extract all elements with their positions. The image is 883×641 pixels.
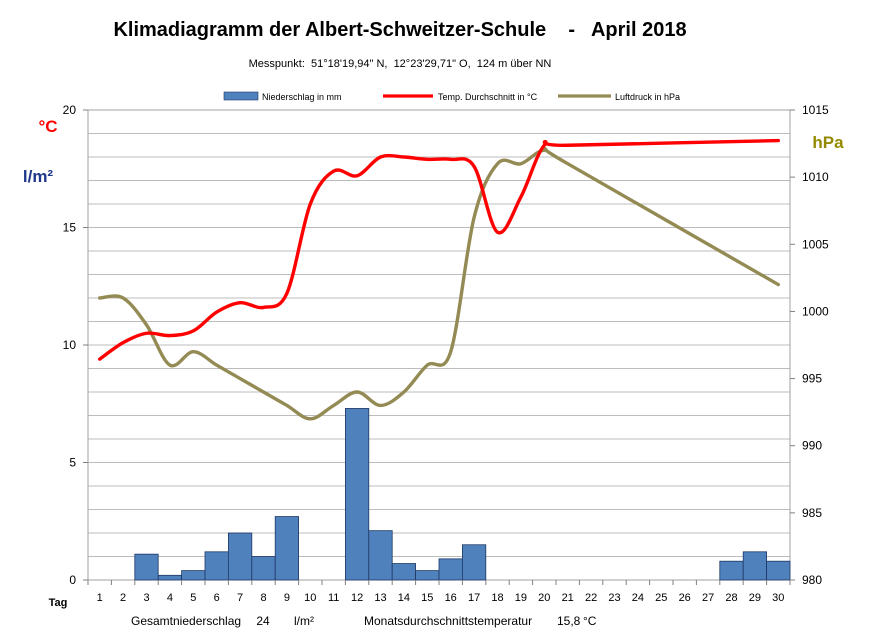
x-tick-label: 23	[608, 592, 620, 604]
x-tick-label: 11	[328, 592, 339, 604]
right-tick-label: 990	[802, 439, 822, 453]
x-tick-label: 19	[515, 592, 527, 604]
x-tick-label: 1	[97, 592, 103, 604]
footer-total-unit: l/m²	[294, 614, 314, 628]
precipitation-bar	[251, 556, 276, 581]
x-tick-label: 16	[445, 592, 457, 604]
precipitation-bar	[719, 560, 744, 581]
precipitation-bar	[391, 563, 417, 581]
x-tick-label: 4	[167, 592, 173, 604]
legend-precip-label: Niederschlag in mm	[262, 92, 342, 102]
left-tick-label: 15	[63, 221, 77, 235]
x-tick-label: 27	[702, 592, 714, 604]
right-tick-label: 1015	[802, 103, 829, 117]
footer-mean-label: Monatsdurchschnittstemperatur	[364, 614, 532, 628]
legend-precip-swatch	[223, 91, 259, 101]
x-tick-label: 7	[237, 592, 243, 604]
x-tick-label: 13	[374, 592, 386, 604]
precipitation-bar	[134, 553, 159, 581]
precipitation-bar	[274, 516, 300, 581]
footer-summary: Gesamtniederschlag 24 l/m² Monatsdurchsc…	[131, 614, 597, 628]
precipitation-bar	[227, 532, 253, 581]
unit-lm2-label: l/m²	[23, 167, 54, 186]
right-tick-label: 985	[802, 506, 822, 520]
footer-mean-value: 15,8	[557, 614, 581, 628]
x-tick-label: 14	[398, 592, 410, 604]
unit-hpa-label: hPa	[812, 133, 844, 152]
right-tick-label: 1005	[802, 237, 829, 251]
precipitation-bar	[157, 574, 182, 581]
x-tick-label: 3	[143, 592, 149, 604]
left-tick-label: 0	[69, 573, 76, 587]
unit-celsius-label: °C	[38, 117, 57, 136]
left-tick-label: 5	[69, 456, 76, 470]
x-tick-label: 21	[562, 592, 574, 604]
precipitation-bar	[766, 560, 791, 581]
footer-mean-unit: °C	[583, 614, 597, 628]
x-tick-label: 28	[725, 592, 737, 604]
precipitation-bar	[344, 408, 370, 581]
series-lines	[98, 138, 780, 421]
x-tick-label: 15	[421, 592, 433, 604]
x-tick-label: 8	[260, 592, 266, 604]
left-tick-label: 10	[63, 338, 77, 352]
temperature-line	[98, 138, 780, 361]
x-tick-label: 12	[351, 592, 363, 604]
x-tick-label: 18	[491, 592, 503, 604]
x-axis-label: Tag	[49, 597, 68, 609]
left-tick-label: 20	[63, 103, 77, 117]
precipitation-bar	[181, 570, 206, 581]
x-tick-label: 17	[468, 592, 480, 604]
legend-pressure-label: Luftdruck in hPa	[615, 92, 680, 102]
precipitation-bar	[368, 530, 393, 581]
right-tick-label: 1010	[802, 170, 829, 184]
legend: Niederschlag in mm Temp. Durchschnitt in…	[223, 91, 680, 102]
footer-total-value: 24	[256, 614, 270, 628]
pressure-line	[98, 146, 780, 421]
chart-subtitle: Messpunkt: 51°18'19,94" N, 12°23'29,71" …	[249, 58, 552, 70]
x-tick-label: 30	[772, 592, 784, 604]
precipitation-bar	[438, 558, 463, 581]
x-tick-label: 22	[585, 592, 597, 604]
x-tick-label: 10	[304, 592, 316, 604]
legend-temp-label: Temp. Durchschnitt in °C	[438, 92, 538, 102]
x-tick-label: 20	[538, 592, 550, 604]
x-tick-label: 29	[749, 592, 761, 604]
x-tick-label: 24	[632, 592, 644, 604]
x-tick-label: 2	[120, 592, 126, 604]
right-tick-label: 1000	[802, 304, 829, 318]
x-tick-label: 9	[284, 592, 290, 604]
x-tick-label: 6	[214, 592, 220, 604]
precipitation-bar	[415, 570, 440, 581]
precipitation-bars	[134, 408, 791, 581]
right-tick-label: 995	[802, 372, 822, 386]
chart-title: Klimadiagramm der Albert-Schweitzer-Schu…	[113, 19, 686, 41]
precipitation-bar	[461, 544, 487, 581]
x-tick-label: 26	[679, 592, 691, 604]
precipitation-bar	[204, 551, 229, 581]
x-tick-label: 5	[190, 592, 196, 604]
footer-total-label: Gesamtniederschlag	[131, 614, 241, 628]
grid-layer	[87, 109, 791, 581]
x-tick-label: 25	[655, 592, 667, 604]
right-tick-label: 980	[802, 573, 822, 587]
precipitation-bar	[742, 551, 768, 581]
